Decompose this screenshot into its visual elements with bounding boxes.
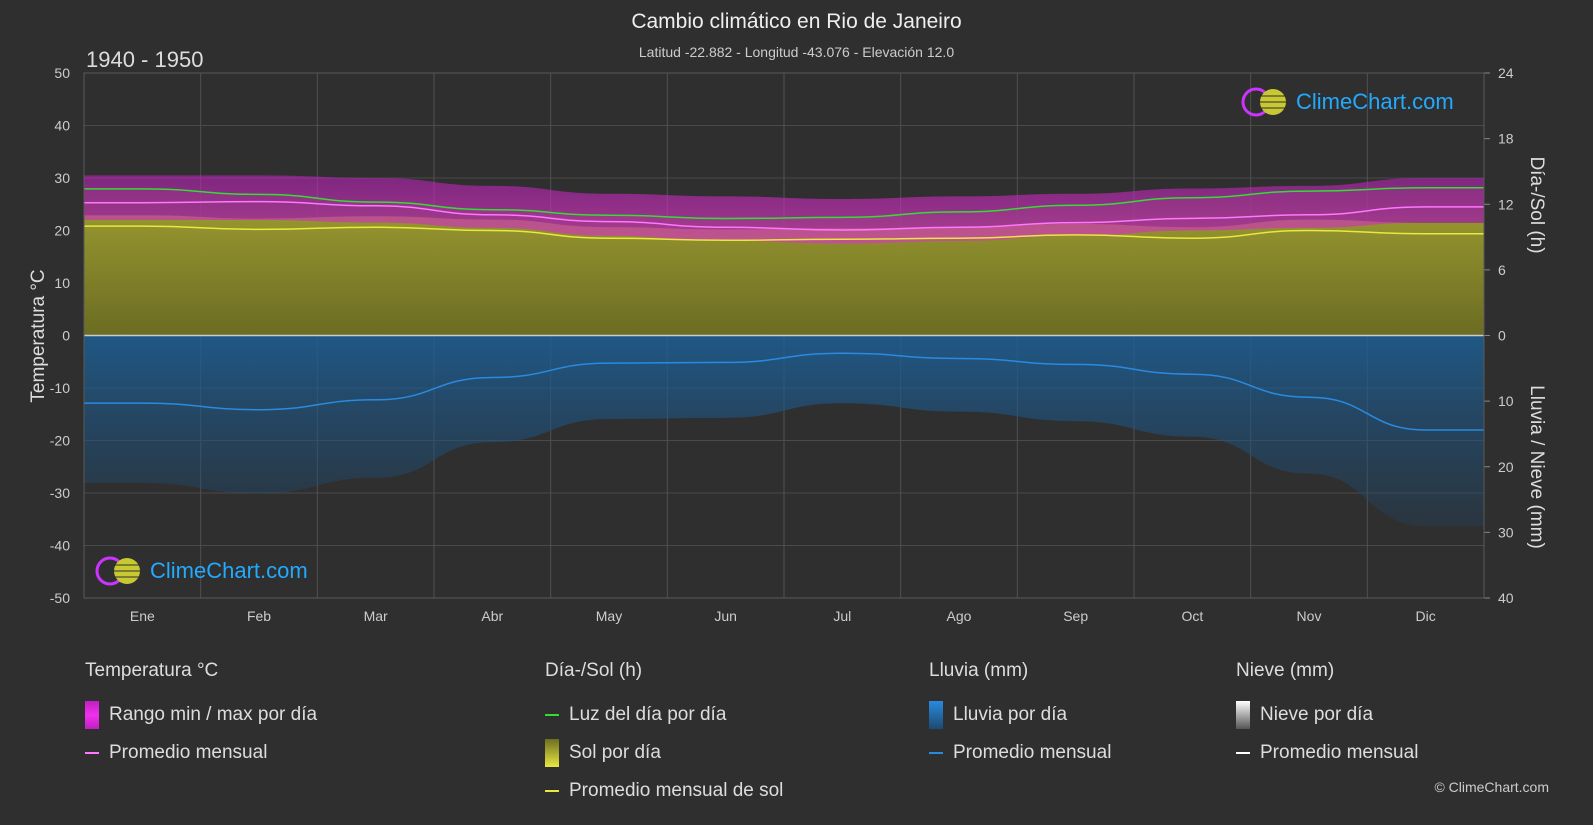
legend-label: Lluvia por día xyxy=(953,704,1068,725)
brand-name: ClimeChart.com xyxy=(150,558,308,583)
left-tick-label: -40 xyxy=(50,538,70,554)
legend-rain: Lluvia (mm) Lluvia por día Promedio mens… xyxy=(929,660,1111,772)
chart-axes: 50 40 30 20 10 0 -10 -20 -30 -40 -50 Ene Feb Mar Abr Ma… xyxy=(50,65,1514,624)
left-tick-label: 0 xyxy=(62,328,70,344)
left-tick-label: 10 xyxy=(54,275,70,291)
sun-avg-swatch xyxy=(545,790,559,792)
right-bottom-tick-label: 20 xyxy=(1498,459,1514,475)
temperature-range-band xyxy=(84,175,1484,244)
sunshine-area xyxy=(84,215,1484,336)
chart-areas xyxy=(84,175,1484,527)
climechart-logo-icon xyxy=(95,556,140,586)
legend-item-snow: Nieve por día xyxy=(1236,696,1418,734)
right-top-tick-label: 18 xyxy=(1498,131,1514,147)
left-tick-label: -50 xyxy=(50,590,70,606)
rain-avg-line xyxy=(84,352,1484,431)
rain-swatch xyxy=(929,701,943,729)
legend-label: Sol por día xyxy=(569,742,661,763)
left-tick-label: -10 xyxy=(50,380,70,396)
legend-temperature-title: Temperatura °C xyxy=(85,660,219,681)
legend-label: Nieve por día xyxy=(1260,704,1374,725)
legend-label: Promedio mensual xyxy=(109,742,268,763)
legend-snow-title: Nieve (mm) xyxy=(1236,660,1335,681)
right-axis-top-title: Día-/Sol (h) xyxy=(1526,156,1547,253)
legend-snow: Nieve (mm) Nieve por día Promedio mensua… xyxy=(1236,660,1418,772)
legend-item-daylight: Luz del día por día xyxy=(545,696,783,734)
month-label: Sep xyxy=(1063,608,1088,624)
copyright: © ClimeChart.com xyxy=(1434,779,1549,795)
legend-item-snow-avg: Promedio mensual xyxy=(1236,734,1418,772)
left-tick-label: 30 xyxy=(54,170,70,186)
right-top-tick-label: 24 xyxy=(1498,65,1514,81)
legend-item-rain: Lluvia por día xyxy=(929,696,1111,734)
left-tick-label: 20 xyxy=(54,223,70,239)
legend-sun: Día-/Sol (h) Luz del día por día Sol por… xyxy=(545,660,783,810)
legend-item-temp-range: Rango min / max por día xyxy=(85,696,317,734)
legend-rain-title: Lluvia (mm) xyxy=(929,660,1029,681)
month-label: Abr xyxy=(481,608,503,624)
month-label: Dic xyxy=(1416,608,1436,624)
month-label: May xyxy=(596,608,622,624)
right-axis-bottom-title: Lluvia / Nieve (mm) xyxy=(1526,385,1547,549)
legend-label: Promedio mensual de sol xyxy=(569,780,784,801)
month-label: Mar xyxy=(364,608,388,624)
temp-range-swatch xyxy=(85,701,99,729)
chart-lines xyxy=(83,187,1484,431)
legend-item-sun-avg: Promedio mensual de sol xyxy=(545,772,783,810)
legend-label: Rango min / max por día xyxy=(109,704,318,725)
daylight-line xyxy=(84,187,1484,220)
legend-item-sun: Sol por día xyxy=(545,734,783,772)
temp-avg-swatch xyxy=(85,752,99,754)
plot-frame xyxy=(83,72,1485,599)
month-label: Jul xyxy=(833,608,851,624)
left-tick-label: -30 xyxy=(50,485,70,501)
right-bottom-tick-label: 10 xyxy=(1498,393,1514,409)
brand-logo-bottom[interactable]: ClimeChart.com xyxy=(94,555,308,587)
month-label: Jun xyxy=(714,608,737,624)
chart-subtitle: Latitud -22.882 - Longitud -43.076 - Ele… xyxy=(638,44,955,60)
legend-item-rain-avg: Promedio mensual xyxy=(929,734,1111,772)
chart-title: Cambio climático en Rio de Janeiro xyxy=(631,10,962,33)
right-bottom-tick-label: 40 xyxy=(1498,590,1514,606)
sun-avg-line xyxy=(83,225,1484,242)
month-label: Ene xyxy=(130,608,155,624)
sun-swatch xyxy=(545,739,559,767)
right-top-tick-label: 0 xyxy=(1498,328,1506,344)
left-tick-label: 50 xyxy=(54,65,70,81)
month-label: Nov xyxy=(1297,608,1322,624)
climechart-logo-icon xyxy=(1241,87,1286,117)
legend-sun-title: Día-/Sol (h) xyxy=(545,660,643,681)
temp-avg-line xyxy=(84,200,1484,231)
brand-logo-top[interactable]: ClimeChart.com xyxy=(1240,86,1454,118)
legend-label: Luz del día por día xyxy=(569,704,727,725)
right-bottom-tick-label: 30 xyxy=(1498,524,1514,540)
left-tick-label: -20 xyxy=(50,433,70,449)
rain-area xyxy=(84,335,1484,527)
left-tick-label: 40 xyxy=(54,118,70,134)
month-label: Oct xyxy=(1181,608,1203,624)
month-label: Feb xyxy=(247,608,271,624)
right-top-tick-label: 6 xyxy=(1498,262,1506,278)
snow-avg-swatch xyxy=(1236,752,1250,754)
brand-name: ClimeChart.com xyxy=(1296,89,1454,114)
month-label: Ago xyxy=(947,608,972,624)
legend-temperature: Temperatura °C Rango min / max por día P… xyxy=(85,660,317,772)
legend-label: Promedio mensual xyxy=(953,742,1112,763)
rain-avg-swatch xyxy=(929,752,943,754)
right-top-tick-label: 12 xyxy=(1498,196,1514,212)
period-label: 1940 - 1950 xyxy=(86,47,204,72)
left-axis-title: Temperatura °C xyxy=(28,269,49,402)
legend-item-temp-avg: Promedio mensual xyxy=(85,734,317,772)
legend-label: Promedio mensual xyxy=(1260,742,1419,763)
daylight-swatch xyxy=(545,714,559,716)
snow-swatch xyxy=(1236,701,1250,729)
